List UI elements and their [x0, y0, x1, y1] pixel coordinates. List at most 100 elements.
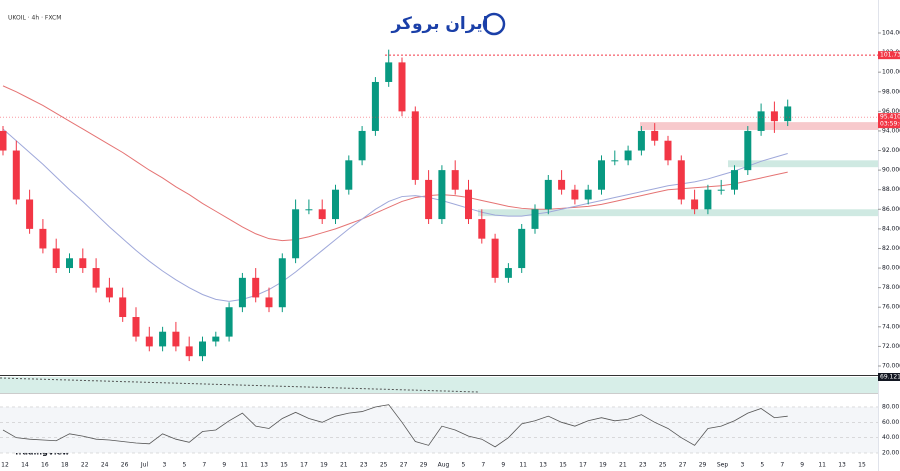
candle-body — [238, 277, 246, 308]
x-tick-label: 5 — [760, 462, 764, 469]
y-tick-label: 82.000 — [882, 245, 900, 252]
x-tick-label: 17 — [579, 462, 587, 469]
candle-body — [12, 150, 20, 200]
symbol: UKOIL · 4h · FXCM — [8, 15, 61, 22]
x-tick-label: 15 — [559, 462, 567, 469]
candle-body — [159, 331, 167, 347]
x-tick-label: 29 — [420, 462, 428, 469]
x-tick-label: 19 — [599, 462, 607, 469]
x-tick-label: 23 — [639, 462, 647, 469]
zone — [478, 209, 878, 217]
rsi-tick-label: 40.00 — [882, 434, 899, 441]
y-tick-label: 72.000 — [882, 343, 900, 350]
candle-body — [145, 336, 153, 347]
moving-average — [2, 128, 788, 302]
candle-body — [252, 277, 260, 298]
candle-body — [664, 140, 672, 161]
candle-body — [199, 341, 206, 357]
candle-body — [571, 189, 579, 200]
x-tick-label: 7 — [202, 462, 206, 469]
candle-body — [784, 106, 792, 122]
x-tick-label: 26 — [121, 462, 129, 469]
y-tick-label: 92.000 — [882, 147, 900, 154]
x-tick-label: 16 — [41, 462, 49, 469]
candle-body — [332, 189, 339, 220]
rsi-tick-label: 20.00 — [882, 450, 899, 457]
y-tick-label: 88.000 — [882, 186, 900, 193]
x-tick-label: 12 — [1, 462, 9, 469]
x-tick-label: 27 — [400, 462, 408, 469]
y-tick-label: 100.000 — [882, 69, 900, 76]
candle-body — [425, 179, 433, 220]
x-tick-label: 29 — [699, 462, 707, 469]
candle-body — [398, 62, 406, 112]
candle-body — [558, 179, 566, 190]
candle-body — [318, 209, 326, 220]
x-tick-label: 13 — [260, 462, 268, 469]
candle-body — [358, 130, 366, 161]
candle-body — [624, 150, 632, 161]
candle-body — [119, 297, 127, 318]
y-tick-label: 84.000 — [882, 225, 900, 232]
x-tick-label: Jul — [140, 462, 149, 469]
y-tick-label: 80.000 — [882, 265, 900, 272]
x-tick-label: 11 — [519, 462, 527, 469]
x-tick-label: 9 — [800, 462, 804, 469]
x-tick-label: 21 — [619, 462, 627, 469]
lower-pane-band — [0, 377, 878, 393]
candle-body — [544, 179, 552, 210]
x-tick-label: 11 — [240, 462, 248, 469]
x-tick-label: 17 — [300, 462, 308, 469]
candle-body — [731, 170, 738, 190]
x-tick-label: 14 — [21, 462, 29, 469]
y-tick-label: 90.000 — [882, 167, 900, 174]
candle-body — [504, 268, 512, 278]
y-tick-label: 94.000 — [882, 127, 900, 134]
candle-body — [518, 228, 526, 269]
candle-body — [637, 130, 645, 151]
x-tick-label: 24 — [101, 462, 109, 469]
candle-body — [677, 160, 685, 200]
x-tick-label: 18 — [61, 462, 69, 469]
y-tick-label: 78.000 — [882, 284, 900, 291]
candle-body — [265, 297, 273, 308]
candle-body — [744, 130, 752, 171]
x-tick-label: 25 — [380, 462, 388, 469]
x-tick-label: 15 — [280, 462, 288, 469]
level-label-bg — [878, 51, 900, 60]
candle-body — [704, 189, 712, 210]
x-tick-label: 13 — [539, 462, 547, 469]
zone — [728, 160, 878, 168]
x-tick-label: 3 — [741, 462, 745, 469]
x-tick-label: 23 — [360, 462, 368, 469]
candle-body — [92, 268, 100, 288]
x-tick-label: 11 — [818, 462, 826, 469]
x-tick-label: 9 — [222, 462, 226, 469]
candle-body — [531, 209, 539, 229]
candle-body — [584, 189, 592, 200]
candle-body — [385, 62, 393, 82]
candle-body — [292, 209, 300, 259]
y-tick-label: 86.000 — [882, 206, 900, 213]
candle-body — [278, 258, 286, 308]
candle-body — [491, 238, 499, 278]
candle-body — [225, 307, 233, 337]
x-tick-label: 22 — [81, 462, 89, 469]
candle-body — [345, 160, 353, 190]
x-tick-label: 5 — [182, 462, 186, 469]
candle-body — [105, 287, 113, 298]
x-tick-label: Aug — [438, 462, 450, 469]
countdown: 03:59:08 — [880, 121, 900, 128]
candle-body — [0, 130, 7, 151]
logo-icon — [482, 12, 506, 36]
candle-body — [411, 111, 419, 180]
rsi-line — [2, 404, 788, 448]
x-tick-label: 25 — [659, 462, 667, 469]
lower-label: 69.121 — [880, 374, 900, 381]
candle-body — [717, 189, 725, 191]
moving-average — [2, 85, 788, 242]
candle-body — [651, 130, 659, 141]
candle-body — [770, 111, 778, 122]
candle-body — [66, 258, 73, 269]
